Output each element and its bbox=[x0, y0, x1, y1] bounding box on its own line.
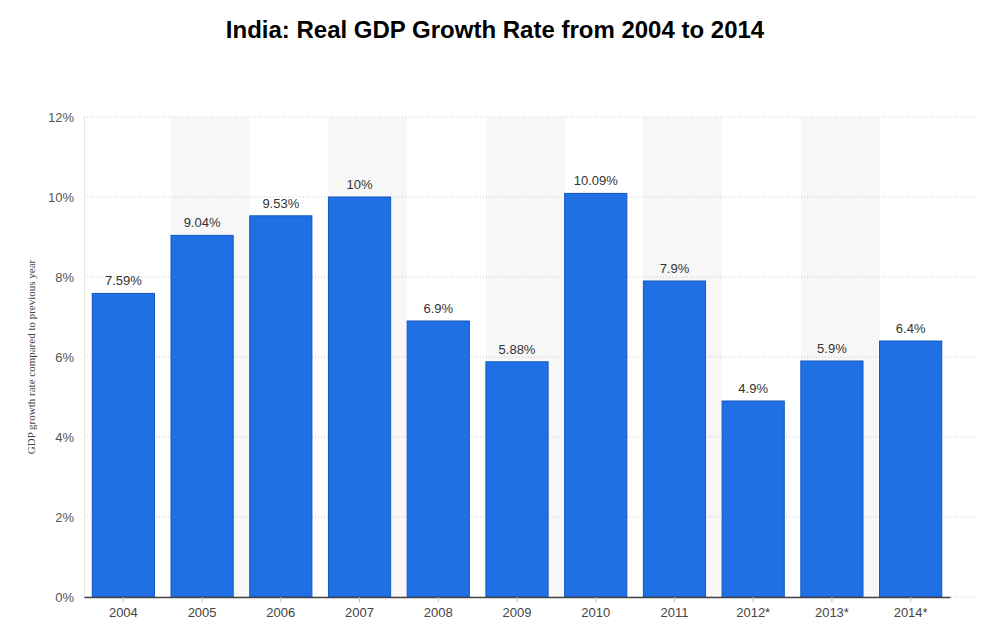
x-tick-label: 2008 bbox=[424, 605, 453, 620]
y-tick: 4% bbox=[55, 430, 84, 445]
y-tick-label: 6% bbox=[55, 350, 74, 365]
x-tick: 2013* bbox=[815, 597, 849, 620]
x-tick-label: 2011 bbox=[660, 605, 688, 620]
y-tick-label: 8% bbox=[55, 270, 74, 285]
data-label: 10.09% bbox=[574, 173, 619, 188]
x-tick-mark bbox=[595, 597, 596, 602]
bar bbox=[565, 193, 627, 597]
y-tick: 2% bbox=[55, 510, 84, 525]
x-tick: 2010 bbox=[581, 597, 610, 620]
x-tick-label: 2012* bbox=[736, 605, 770, 620]
bar bbox=[486, 362, 548, 597]
bar bbox=[407, 321, 469, 597]
data-label: 5.88% bbox=[499, 342, 536, 357]
x-tick-mark bbox=[674, 597, 675, 602]
chart: 0% 2% 4% 6% 8% 10% 12% 2004 2005 2006 2007 2008 2009… bbox=[0, 0, 990, 627]
x-tick-label: 2013* bbox=[815, 605, 849, 620]
data-label: 6.4% bbox=[896, 321, 926, 336]
x-tick: 2007 bbox=[345, 597, 374, 620]
x-tick-mark bbox=[202, 597, 203, 602]
x-tick-label: 2005 bbox=[188, 605, 217, 620]
x-axis: 2004 2005 2006 2007 2008 2009 2010 2011 2012* 201… bbox=[85, 597, 951, 620]
x-tick-label: 2014* bbox=[894, 605, 928, 620]
y-axis: 0% 2% 4% 6% 8% 10% 12% bbox=[48, 110, 85, 605]
y-tick-label: 2% bbox=[55, 510, 74, 525]
data-label: 6.9% bbox=[423, 301, 453, 316]
y-axis-title: GDP growth rate compared to previous yea… bbox=[25, 259, 37, 454]
x-tick-label: 2006 bbox=[266, 605, 295, 620]
x-tick-mark bbox=[831, 597, 832, 602]
x-tick: 2012* bbox=[736, 597, 770, 620]
y-tick: 12% bbox=[48, 110, 84, 125]
y-tick-label: 4% bbox=[55, 430, 74, 445]
grid bbox=[84, 117, 978, 597]
x-tick-mark bbox=[753, 597, 754, 602]
data-label: 5.9% bbox=[817, 341, 847, 356]
x-tick-mark bbox=[123, 597, 124, 602]
bars bbox=[92, 193, 941, 597]
x-tick-mark bbox=[517, 597, 518, 602]
x-tick-mark bbox=[359, 597, 360, 602]
data-label: 7.59% bbox=[105, 273, 142, 288]
x-tick-label: 2007 bbox=[345, 605, 374, 620]
data-label: 7.9% bbox=[660, 261, 690, 276]
x-tick: 2014* bbox=[894, 597, 928, 620]
data-label: 10% bbox=[347, 177, 373, 192]
bar bbox=[643, 281, 705, 597]
data-label: 9.04% bbox=[184, 215, 221, 230]
x-tick: 2008 bbox=[424, 597, 453, 620]
y-tick: 0% bbox=[55, 590, 84, 605]
x-tick: 2011 bbox=[660, 597, 688, 620]
x-tick: 2009 bbox=[503, 597, 532, 620]
grid-line bbox=[84, 117, 978, 118]
data-label: 4.9% bbox=[738, 381, 768, 396]
x-tick-mark bbox=[910, 597, 911, 602]
y-tick: 10% bbox=[48, 190, 84, 205]
data-label: 9.53% bbox=[262, 196, 299, 211]
bar bbox=[92, 293, 154, 597]
x-tick: 2004 bbox=[109, 597, 138, 620]
y-tick-label: 12% bbox=[48, 110, 74, 125]
y-tick-label: 10% bbox=[48, 190, 74, 205]
background-band bbox=[328, 117, 407, 597]
x-tick-label: 2004 bbox=[109, 605, 138, 620]
bar bbox=[880, 341, 942, 597]
bar bbox=[801, 361, 863, 597]
y-tick-label: 0% bbox=[55, 590, 74, 605]
bar bbox=[171, 235, 233, 597]
chart-title: India: Real GDP Growth Rate from 2004 to… bbox=[226, 16, 765, 43]
x-tick-mark bbox=[438, 597, 439, 602]
bar bbox=[250, 216, 312, 597]
y-axis-line bbox=[84, 118, 85, 598]
y-tick: 8% bbox=[55, 270, 84, 285]
x-tick: 2005 bbox=[188, 597, 217, 620]
y-tick: 6% bbox=[55, 350, 84, 365]
x-tick-label: 2010 bbox=[581, 605, 610, 620]
bar bbox=[722, 401, 784, 597]
x-tick-mark bbox=[280, 597, 281, 602]
x-tick-label: 2009 bbox=[503, 605, 532, 620]
bar bbox=[328, 197, 390, 597]
x-tick: 2006 bbox=[266, 597, 295, 620]
grid-line bbox=[84, 197, 978, 198]
background-band bbox=[643, 117, 722, 597]
data-labels: 7.59% 9.04% 9.53% 10% 6.9% 5.88% 10.09% 7.9% 4.9… bbox=[105, 173, 926, 396]
